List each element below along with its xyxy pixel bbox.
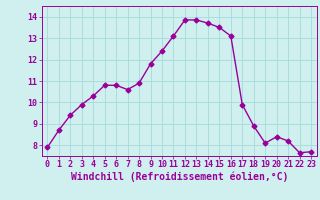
X-axis label: Windchill (Refroidissement éolien,°C): Windchill (Refroidissement éolien,°C) [70, 172, 288, 182]
